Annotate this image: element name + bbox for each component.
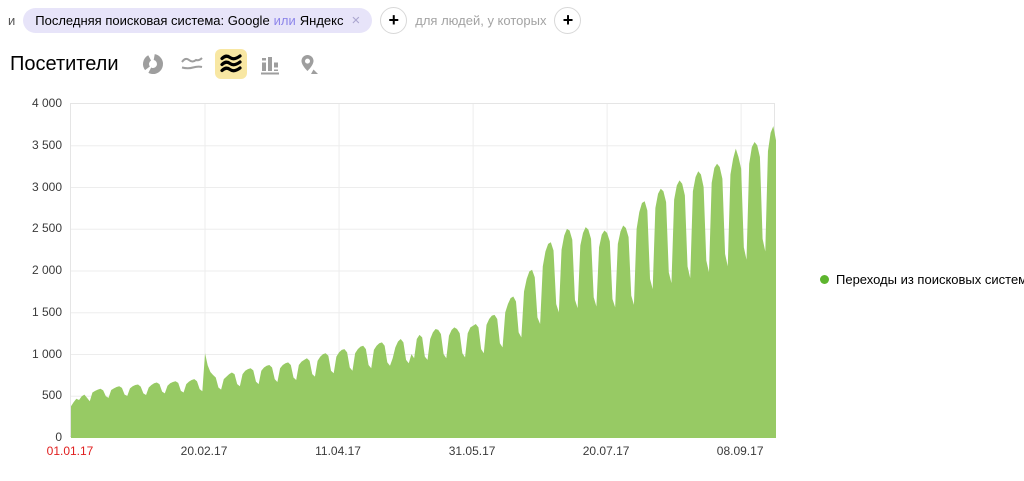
y-axis-tick-label: 2 500 — [31, 221, 62, 236]
chart-type-geo-map-icon[interactable] — [293, 49, 325, 79]
remove-segment-icon[interactable]: × — [351, 11, 361, 29]
y-axis-tick-label: 1 500 — [31, 304, 62, 319]
x-axis-tick-label: 08.09.17 — [716, 444, 764, 458]
segment-filter-bar: и Последняя поисковая система: Google ил… — [8, 6, 582, 34]
x-axis-tick-label: 20.07.17 — [582, 444, 630, 458]
segment-pill-search-engine[interactable]: Последняя поисковая система: Google или … — [23, 7, 373, 33]
add-people-condition-button[interactable]: + — [554, 6, 582, 34]
segment-pill-or-word: или — [273, 12, 296, 28]
visitors-area-chart[interactable] — [70, 103, 776, 438]
chart-type-column-chart-icon[interactable] — [254, 49, 286, 79]
y-axis-tick-label: 3 000 — [31, 179, 62, 194]
for-people-label: для людей, у которых — [415, 12, 547, 28]
chart-header: Посетители — [10, 49, 325, 79]
chart-type-pie-chart-icon[interactable] — [137, 49, 169, 79]
chart-type-line-chart-icon[interactable] — [176, 49, 208, 79]
area-chart-svg — [71, 104, 776, 438]
search-traffic-area-series[interactable] — [71, 126, 776, 438]
chart-type-area-chart-icon[interactable] — [214, 49, 247, 79]
y-axis-tick-label: 2 000 — [31, 263, 62, 277]
y-axis-tick-label: 4 000 — [31, 96, 62, 110]
y-axis-tick-label: 500 — [41, 388, 62, 403]
y-axis-tick-label: 3 500 — [31, 137, 62, 152]
x-axis-tick-label: 11.04.17 — [315, 444, 361, 458]
conjunction-label: и — [8, 12, 16, 28]
segment-pill-text-yandex: Яндекс — [299, 12, 344, 28]
legend-series-dot-icon — [820, 275, 829, 284]
legend-series-label: Переходы из поисковых систем — [836, 272, 1024, 287]
chart-legend[interactable]: Переходы из поисковых систем — [820, 272, 1024, 287]
x-axis-tick-label: 01.01.17 — [46, 444, 94, 458]
segment-pill-text: Последняя поисковая система: Google — [35, 12, 270, 28]
y-axis-tick-label: 1 000 — [31, 346, 62, 361]
chart-type-toolbar — [137, 49, 325, 79]
add-segment-button[interactable]: + — [380, 6, 408, 34]
page-title: Посетители — [10, 52, 119, 75]
y-axis-tick-label: 0 — [55, 430, 62, 444]
x-axis: 01.01.17 20.02.17 11.04.17 31.05.17 20.07.17… — [0, 444, 1024, 460]
x-axis-tick-label: 31.05.17 — [448, 444, 496, 458]
x-axis-tick-label: 20.02.17 — [180, 444, 228, 458]
